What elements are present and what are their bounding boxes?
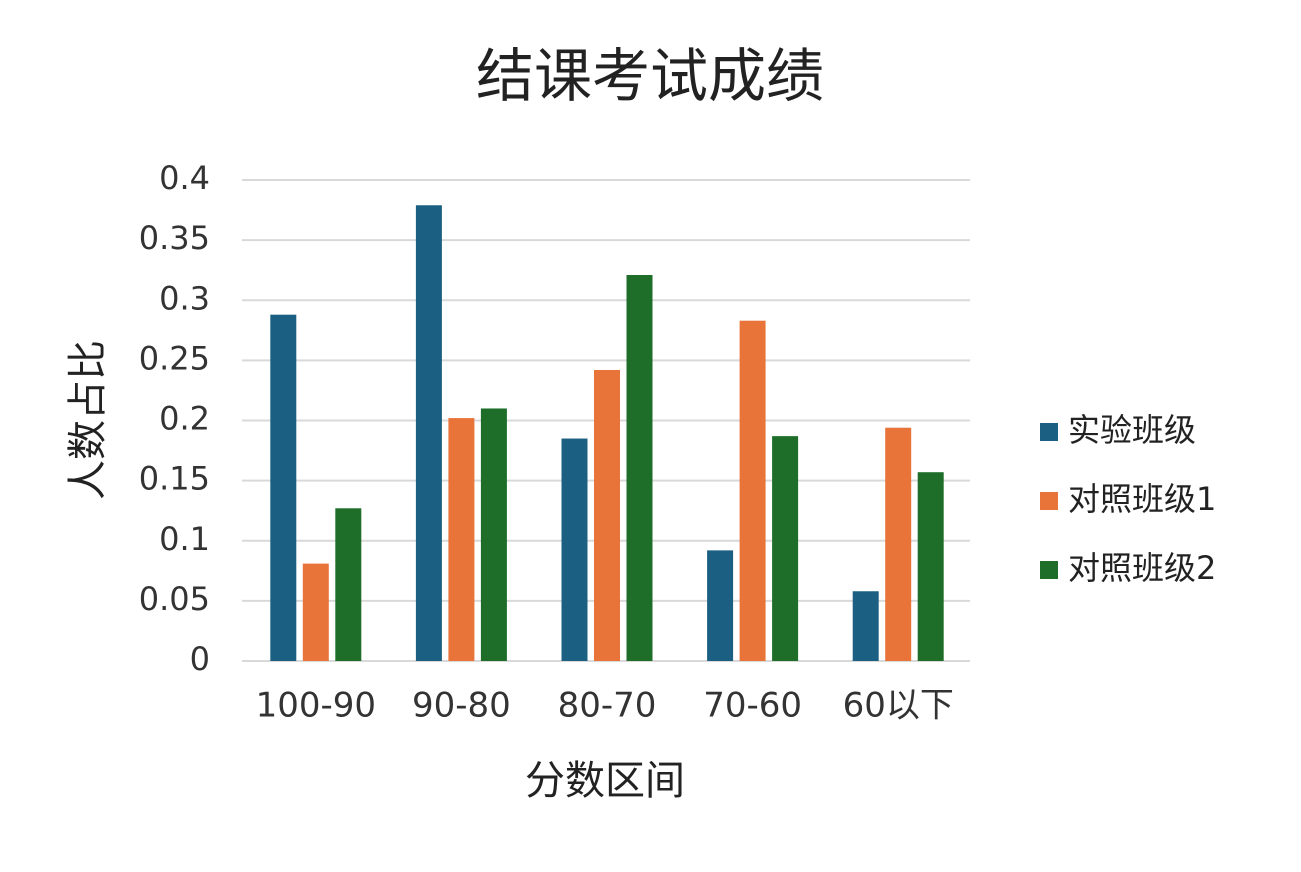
y-tick-label: 0.35 bbox=[139, 219, 210, 257]
bar bbox=[270, 314, 297, 661]
legend-label: 对照班级2 bbox=[1068, 549, 1216, 587]
y-tick-label: 0.05 bbox=[139, 580, 210, 618]
y-axis-title: 人数占比 bbox=[65, 340, 111, 500]
bar bbox=[480, 408, 507, 661]
bar bbox=[917, 472, 944, 661]
x-tick-label: 100-90 bbox=[256, 686, 376, 726]
bar bbox=[739, 320, 766, 661]
legend-swatch bbox=[1040, 561, 1058, 579]
y-tick-label: 0.4 bbox=[159, 159, 210, 197]
bar bbox=[415, 205, 442, 661]
bar bbox=[594, 369, 620, 661]
x-tick-label: 90-80 bbox=[412, 686, 511, 726]
bar bbox=[852, 591, 879, 661]
bar bbox=[626, 274, 653, 661]
y-tick-label: 0.25 bbox=[139, 339, 210, 377]
x-tick-label: 80-70 bbox=[558, 686, 657, 726]
y-tick-label: 0.1 bbox=[159, 520, 210, 558]
bar bbox=[561, 438, 588, 661]
y-tick-label: 0.3 bbox=[159, 279, 210, 317]
legend-label: 对照班级1 bbox=[1068, 480, 1216, 518]
bar bbox=[885, 427, 912, 661]
x-axis-title: 分数区间 bbox=[525, 758, 685, 804]
chart-title: 结课考试成绩 bbox=[476, 42, 824, 110]
legend-label: 实验班级 bbox=[1068, 411, 1196, 449]
bar bbox=[448, 418, 475, 661]
x-tick-label: 60以下 bbox=[843, 686, 954, 726]
bar bbox=[772, 436, 799, 661]
bar bbox=[302, 563, 329, 661]
legend-swatch bbox=[1040, 423, 1058, 441]
x-tick-label: 70-60 bbox=[703, 686, 802, 726]
y-tick-label: 0.2 bbox=[159, 400, 210, 438]
legend-swatch bbox=[1040, 492, 1058, 510]
y-tick-label: 0 bbox=[190, 640, 210, 678]
y-tick-label: 0.15 bbox=[139, 460, 210, 498]
bar bbox=[707, 550, 734, 661]
bar bbox=[335, 508, 362, 661]
